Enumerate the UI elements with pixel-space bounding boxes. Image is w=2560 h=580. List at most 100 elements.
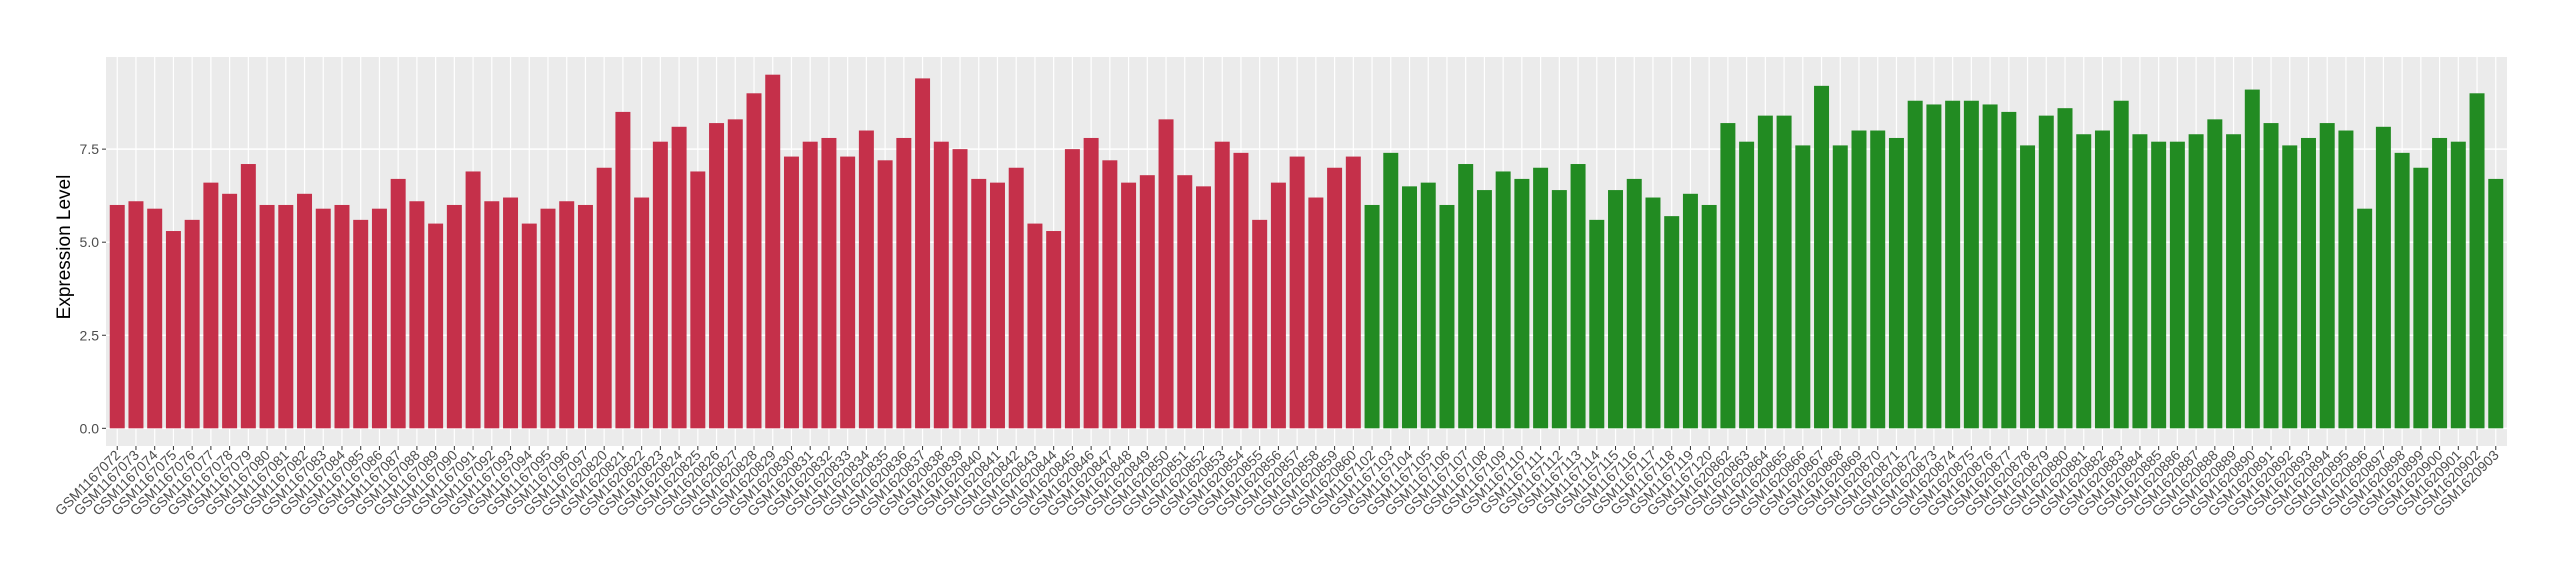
bar [1626,178,1642,429]
y-tick-label: 7.5 [80,141,100,157]
bar [2319,123,2335,429]
bar [109,204,125,429]
bar [1364,204,1380,429]
bar [1495,171,1511,429]
bar [2151,141,2167,429]
bar [858,130,874,429]
bar [428,223,444,429]
bar [727,119,743,429]
bar [2450,141,2466,429]
bar [2038,115,2054,429]
bar [2263,123,2279,429]
bar [1963,100,1979,429]
bar [709,123,725,429]
bar [1757,115,1773,429]
bar [989,182,1005,429]
bar [203,182,219,429]
y-tick-label: 2.5 [80,327,100,343]
bar [2413,167,2429,429]
bar [765,74,781,429]
bar [222,193,238,429]
bar [933,141,949,429]
bar [1476,190,1492,429]
y-tick-label: 0.0 [80,420,100,436]
bar [1701,204,1717,429]
bar [2469,93,2485,429]
bar [1083,137,1099,429]
bar [840,156,856,429]
bar [615,111,631,429]
bar [1008,167,1024,429]
bar [2169,141,2185,429]
bar [1720,123,1736,429]
bar [465,171,481,429]
bar [1739,141,1755,429]
bar [278,204,294,429]
bar [783,156,799,429]
bar [652,141,668,429]
bar [2375,126,2391,429]
bar [915,78,931,429]
bar [1196,186,1211,429]
bar [1888,137,1904,429]
bar [540,208,556,429]
bar [1589,219,1605,429]
bar [259,204,275,429]
bar [1046,231,1062,429]
bar [1645,197,1661,429]
bar [1402,186,1417,429]
bar [1102,160,1118,429]
bar [353,219,369,429]
bar [2244,89,2260,429]
bar [1514,178,1530,429]
bar [971,178,987,429]
bar [2282,145,2298,429]
bar [671,126,687,429]
bar [2432,137,2448,429]
bar [334,204,350,429]
bar [1458,164,1474,429]
bar [2338,130,2354,429]
bar [821,137,837,429]
bar [1870,130,1886,429]
bar [1551,190,1567,429]
bar [1121,182,1137,429]
y-axis-title: Expression Level [54,175,75,320]
bar [1439,204,1455,429]
bar [315,208,331,429]
bar [1795,145,1811,429]
bar [1289,156,1305,429]
bar [184,219,200,429]
bar [371,208,387,429]
bar [2057,108,2073,429]
bar [1139,175,1155,429]
bar [2488,178,2504,429]
bar [446,204,462,429]
bar [2113,100,2129,429]
bar [1027,223,1043,429]
bar [409,201,425,429]
bar [1982,104,1998,429]
bar [1420,182,1436,429]
bar [1327,167,1343,429]
bar [896,137,912,429]
bar [1926,104,1942,429]
y-tick-label: 5.0 [80,234,100,250]
bar [2094,130,2110,429]
bar [2020,145,2036,429]
bar [746,93,762,429]
bar [1270,182,1286,429]
bar [1308,197,1324,429]
bar [2132,134,2148,429]
bar [2226,134,2242,429]
bar [2001,111,2017,429]
bar [1664,216,1680,429]
bar [2394,152,2410,429]
bar [521,223,537,429]
bar [802,141,818,429]
bar [2188,134,2204,429]
bar [240,164,256,429]
bar [1383,152,1399,429]
bar [1233,152,1249,429]
